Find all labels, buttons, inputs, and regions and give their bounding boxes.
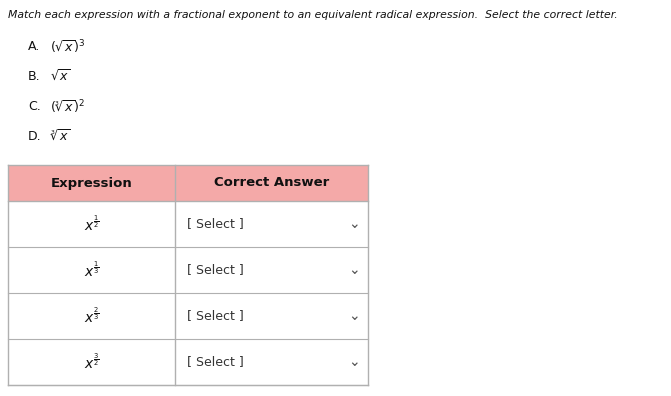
Text: $x^{\frac{3}{2}}$: $x^{\frac{3}{2}}$ (84, 352, 99, 372)
Text: Correct Answer: Correct Answer (214, 177, 329, 190)
Text: Match each expression with a fractional exponent to an equivalent radical expres: Match each expression with a fractional … (8, 10, 618, 20)
Text: $(\sqrt[3]{x})^2$: $(\sqrt[3]{x})^2$ (50, 99, 85, 116)
Text: $x^{\frac{1}{2}}$: $x^{\frac{1}{2}}$ (84, 214, 99, 234)
Text: ⌄: ⌄ (348, 309, 360, 323)
Text: $x^{\frac{2}{3}}$: $x^{\frac{2}{3}}$ (84, 307, 99, 326)
Text: C.: C. (28, 100, 41, 113)
Text: ⌄: ⌄ (348, 263, 360, 277)
Text: [ Select ]: [ Select ] (187, 310, 244, 322)
Bar (8, 293, 368, 339)
Text: [ Select ]: [ Select ] (187, 217, 244, 230)
Text: ⌄: ⌄ (348, 355, 360, 369)
Bar (8, 247, 368, 293)
Text: $(\sqrt{x})^3$: $(\sqrt{x})^3$ (50, 39, 85, 56)
Text: [ Select ]: [ Select ] (187, 356, 244, 369)
Text: ⌄: ⌄ (348, 217, 360, 231)
Bar (8, 339, 368, 385)
Text: D.: D. (28, 130, 42, 143)
Text: $x^{\frac{1}{3}}$: $x^{\frac{1}{3}}$ (84, 260, 99, 280)
Text: Expression: Expression (50, 177, 132, 190)
Text: A.: A. (28, 40, 40, 53)
Text: $\sqrt{x}$: $\sqrt{x}$ (50, 69, 70, 84)
Bar (8, 201, 368, 247)
Text: $\sqrt[3]{x}$: $\sqrt[3]{x}$ (50, 129, 70, 144)
Bar (8, 165, 368, 201)
Text: B.: B. (28, 70, 41, 83)
Text: [ Select ]: [ Select ] (187, 263, 244, 276)
